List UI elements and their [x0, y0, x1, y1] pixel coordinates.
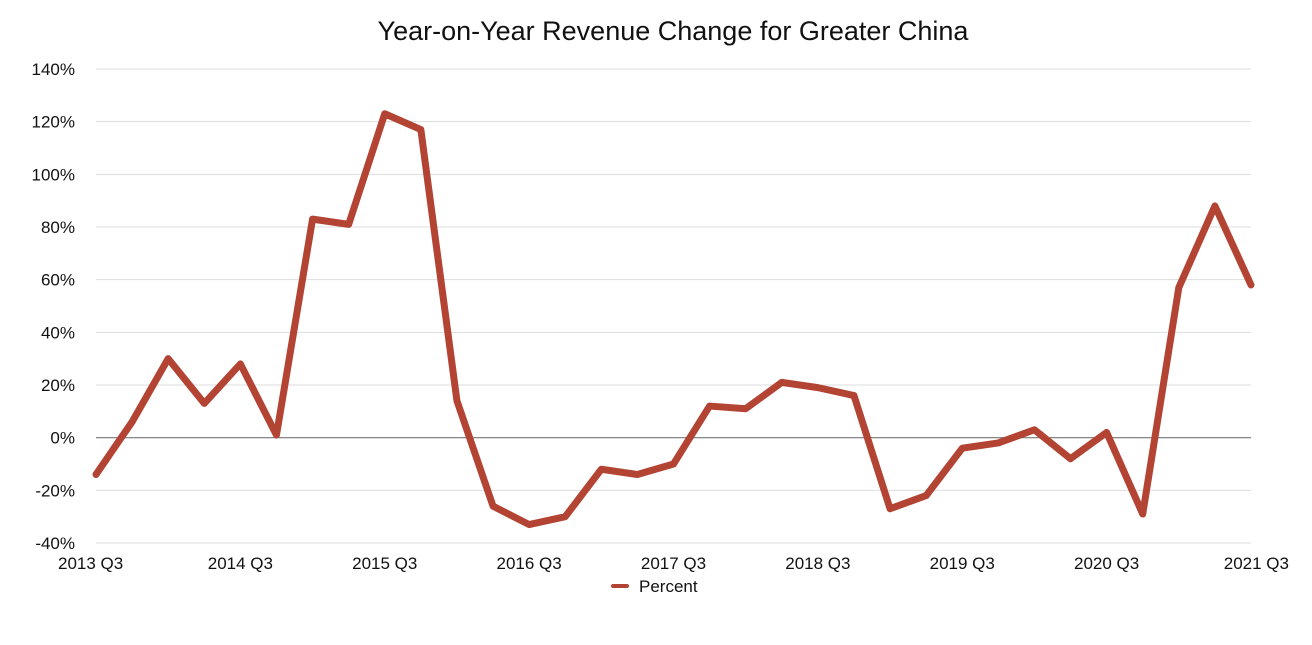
- y-tick-label: 60%: [41, 271, 75, 290]
- x-tick-label: 2018 Q3: [785, 554, 850, 573]
- x-tick-label: 2013 Q3: [58, 554, 123, 573]
- x-tick-label: 2020 Q3: [1074, 554, 1139, 573]
- y-tick-label: 100%: [32, 165, 75, 184]
- x-axis-labels: 2013 Q3 2014 Q3 2015 Q3 2016 Q3 2017 Q3 2018 …: [58, 554, 1289, 573]
- y-tick-label: 40%: [41, 323, 75, 342]
- x-tick-label: 2019 Q3: [930, 554, 995, 573]
- legend: Percent: [611, 577, 698, 596]
- series-line-layer: [92, 110, 1255, 529]
- y-tick-label: 120%: [32, 113, 75, 132]
- x-tick-label: 2014 Q3: [208, 554, 273, 573]
- x-tick-label: 2017 Q3: [641, 554, 706, 573]
- y-tick-label: 80%: [41, 218, 75, 237]
- y-tick-label: -20%: [35, 481, 75, 500]
- y-tick-label: -40%: [35, 534, 75, 553]
- chart-title: Year-on-Year Revenue Change for Greater …: [378, 16, 970, 46]
- y-axis-labels: -40% -20% 0% 20% 40% 60% 80% 100% 120% 140%: [32, 60, 75, 553]
- series-line-percent: [92, 110, 1255, 529]
- x-tick-label: 2021 Q3: [1224, 554, 1289, 573]
- x-tick-label: 2015 Q3: [352, 554, 417, 573]
- grid-layer: [96, 68, 1251, 544]
- legend-label: Percent: [639, 577, 698, 596]
- y-tick-label: 20%: [41, 376, 75, 395]
- x-tick-label: 2016 Q3: [497, 554, 562, 573]
- y-tick-label: 140%: [32, 60, 75, 79]
- y-tick-label: 0%: [50, 429, 75, 448]
